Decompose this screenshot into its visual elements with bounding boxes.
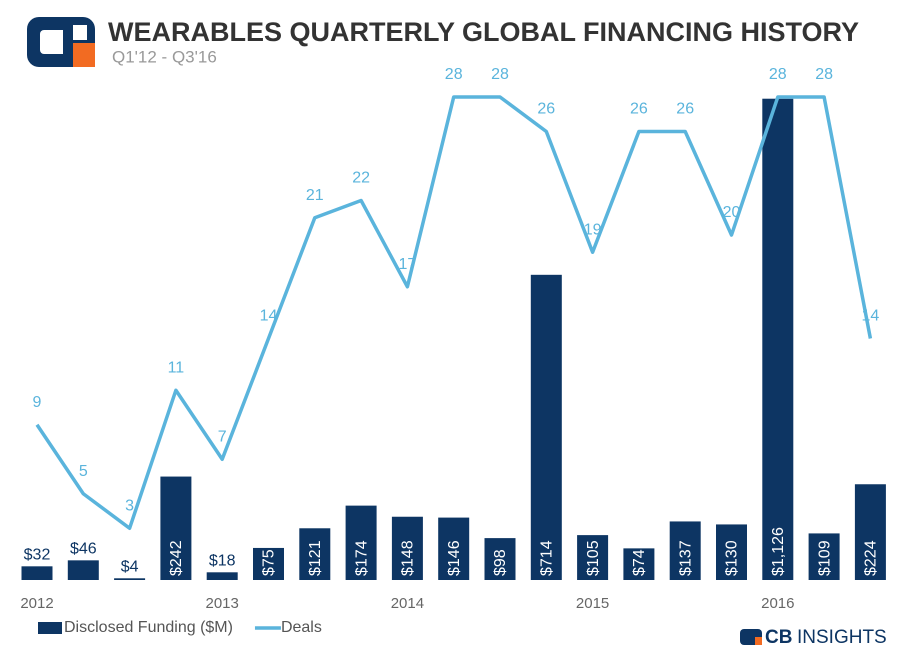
data-label: 14 xyxy=(862,308,880,325)
data-label: 9 xyxy=(33,394,42,411)
data-label: $18 xyxy=(209,553,236,570)
data-label: 26 xyxy=(676,101,694,118)
data-label: $137 xyxy=(677,540,694,576)
data-label: 14 xyxy=(260,308,278,325)
bar xyxy=(21,566,53,580)
data-label: $74 xyxy=(631,549,648,576)
bar xyxy=(253,547,284,580)
chart-title: WEARABLES QUARTERLY GLOBAL FINANCING HIS… xyxy=(108,17,859,47)
bar xyxy=(160,476,192,580)
chart-subtitle: Q1'12 - Q3'16 xyxy=(112,47,217,66)
bar xyxy=(438,517,470,580)
data-label: $46 xyxy=(70,541,97,558)
data-label: $105 xyxy=(585,540,602,576)
legend-label: Deals xyxy=(281,619,322,636)
deals-line xyxy=(35,95,873,530)
data-label: 21 xyxy=(306,187,324,204)
bar xyxy=(391,516,423,580)
data-label: 28 xyxy=(445,66,463,83)
data-label: 28 xyxy=(491,66,509,83)
data-label: $4 xyxy=(121,559,139,576)
bar xyxy=(114,578,146,580)
data-label: 28 xyxy=(769,66,787,83)
x-tick-label: 2013 xyxy=(206,595,239,612)
data-label: $148 xyxy=(400,540,417,576)
legend-label: Disclosed Funding ($M) xyxy=(64,619,233,636)
data-label: 22 xyxy=(352,170,370,187)
bar xyxy=(345,505,377,580)
data-label: $1,126 xyxy=(770,527,787,576)
data-label: $714 xyxy=(539,540,556,576)
data-label: 17 xyxy=(399,256,417,273)
x-tick-label: 2015 xyxy=(576,595,609,612)
data-label: $121 xyxy=(307,540,324,576)
data-label: 5 xyxy=(79,463,88,480)
logo-text: INSIGHTS xyxy=(797,627,887,648)
logo-text: CB xyxy=(765,627,792,648)
data-label: 26 xyxy=(630,101,648,118)
data-label: 7 xyxy=(218,428,227,445)
data-label: 26 xyxy=(537,101,555,118)
bar xyxy=(623,548,655,580)
x-tick-label: 2016 xyxy=(761,595,794,612)
bar xyxy=(854,484,886,580)
data-label: $174 xyxy=(353,540,370,576)
data-label: $32 xyxy=(24,547,51,564)
legend-swatch xyxy=(38,622,62,634)
bar xyxy=(530,274,562,580)
bar xyxy=(577,535,609,580)
data-label: 28 xyxy=(815,66,833,83)
bar xyxy=(484,538,516,580)
data-label: 3 xyxy=(125,497,134,514)
x-tick-label: 2012 xyxy=(20,595,53,612)
data-label: $75 xyxy=(261,549,278,576)
bar xyxy=(206,572,238,580)
bar xyxy=(67,560,99,580)
bar xyxy=(716,524,747,580)
data-label: 19 xyxy=(584,221,602,238)
logo xyxy=(27,17,95,67)
bar xyxy=(669,521,701,580)
data-label: $146 xyxy=(446,540,463,576)
data-label: $109 xyxy=(816,540,833,576)
data-label: 20 xyxy=(723,204,741,221)
bar xyxy=(762,98,794,581)
data-label: $98 xyxy=(492,549,509,576)
bar xyxy=(808,533,840,580)
bar xyxy=(299,528,331,580)
x-tick-label: 2014 xyxy=(391,595,424,612)
data-label: $224 xyxy=(863,540,880,576)
logo-brand: CB INSIGHTS xyxy=(740,627,887,648)
data-label: 11 xyxy=(168,359,185,376)
data-label: $242 xyxy=(168,540,185,576)
data-label: $130 xyxy=(724,540,741,576)
